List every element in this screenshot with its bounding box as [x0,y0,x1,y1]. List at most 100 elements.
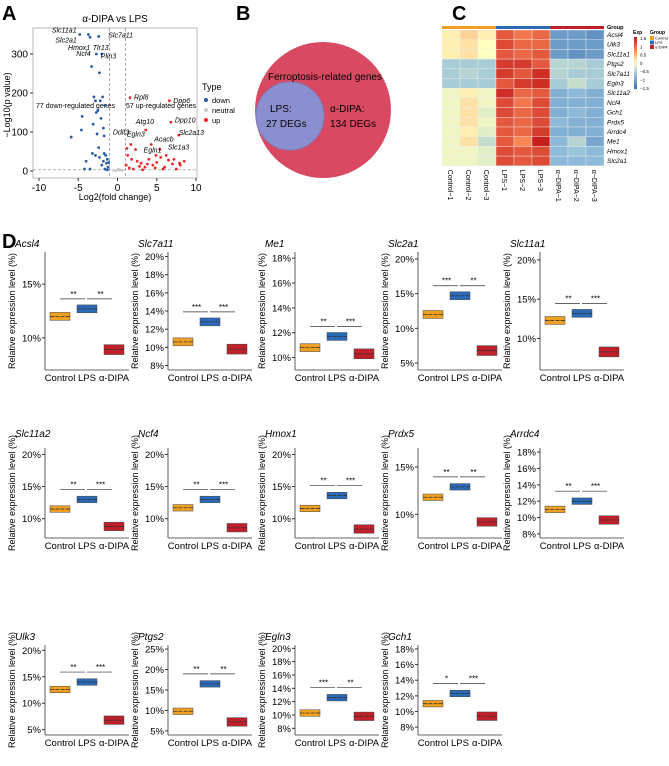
y-tick-label: 16% [395,660,415,671]
significance-label: ** [320,317,326,326]
data-point [313,347,317,350]
group-legend-label: Control [655,36,668,41]
data-point [186,341,190,344]
boxplot-panel-slc2a1: Slc2a1 Relative expression level (%) 5% 10%… [380,239,503,384]
y-tick-label: 15% [22,280,42,291]
significance-label: ** [470,468,476,477]
boxplot-panel-acsl4: Acsl4 Relative expression level (%) 10% 15%… [7,239,130,384]
data-point [453,691,457,694]
data-point [235,526,239,529]
data-point [181,506,185,509]
heatmap-cell [477,107,497,118]
data-point [90,499,94,502]
gene-label: Dpp10 [175,117,196,124]
panel-gene-title: Gch1 [388,632,412,643]
significance-label: *** [219,303,228,312]
heatmap-cell [459,78,479,89]
heatmap-cell [441,97,461,108]
y-tick-label: 10% [395,707,415,718]
heatmap-cell [459,68,479,79]
down-point [87,33,90,36]
y-tick-label: 5% [400,359,414,370]
significance-label: ** [443,468,449,477]
down-point [100,163,104,167]
exp-legend-title: Exp [633,30,642,36]
up-point [159,155,163,159]
up-point [131,167,135,171]
data-point [340,697,344,700]
down-point [105,161,108,165]
neutral-point [112,168,115,172]
data-point [53,314,57,317]
x-tick-label: Control [45,541,76,552]
data-point [117,349,121,352]
y-tick-label: 5% [150,726,164,737]
panel-gene-title: Prdx5 [388,429,415,440]
heatmap-cell [531,136,551,147]
up-point [171,162,174,166]
y-axis-label: Relative expression level (%) [130,435,140,551]
y-tick-label: 15% [395,462,415,473]
y-tick-label: 18% [272,657,292,668]
panel-gene-title: Slc11a2 [15,429,51,440]
x-tick-label: α-DIPA [472,738,503,749]
x-tick-label: 0 [115,183,121,194]
heatmap-cell [441,78,461,89]
data-point [490,521,494,524]
data-point [357,351,361,355]
down-point [94,154,97,157]
venn-lps-count: 27 DEGs [266,119,307,130]
legend-marker-neutral [204,108,208,112]
heatmap-cell [531,107,551,118]
heatmap-cell [477,126,497,137]
data-point [308,711,312,715]
data-point [480,519,484,523]
data-point [63,508,67,512]
x-tick-label: Control [295,738,326,749]
group-bar-cell [514,26,532,29]
down-point [91,122,95,126]
heatmap-cell [459,58,479,69]
exp-legend-swatch [634,68,637,71]
heatmap-cell [513,136,533,147]
up-count-annotation: 57 up-regulated genes [126,103,197,110]
panel-gene-title: Arrdc4 [509,429,540,440]
gene-label: Atg10 [135,119,154,126]
data-point [426,312,430,315]
exp-legend-tick: −1 [640,78,646,83]
y-axis-label: Relative expression level (%) [7,632,17,748]
heatmap-cell [495,39,515,50]
exp-legend-swatch [634,78,637,82]
heatmap-cell [549,58,569,69]
down-point [69,135,73,139]
heatmap-column-label: Control−3 [482,170,489,201]
heatmap-cell [567,107,587,118]
y-axis-label: Relative expression level (%) [257,253,267,369]
legend-label-down: down [212,96,230,105]
down-point [101,126,105,130]
y-axis-label: Relative expression level (%) [380,253,390,369]
down-point [83,167,86,171]
data-point [107,347,111,351]
y-tick-label: 10% [395,510,415,521]
heatmap-cell [531,87,551,99]
data-point [240,527,244,530]
down-point [95,132,99,136]
up-point [174,167,178,171]
panel-gene-title: Ptgs2 [138,632,164,643]
data-point [463,693,467,696]
x-tick-label: Control [540,373,571,384]
x-tick-label: α-DIPA [349,738,380,749]
x-tick-label: LPS [451,738,469,749]
group-legend-swatch [650,40,654,45]
gene-label: Rpl8 [134,95,149,102]
x-tick-label: LPS [573,373,591,384]
heatmap-cell [459,107,479,118]
data-point [330,334,334,337]
down-point [99,116,103,120]
exp-legend-swatch [634,60,637,64]
data-point [230,525,234,529]
y-tick-label: 20% [145,665,165,676]
significance-label: *** [469,675,478,684]
